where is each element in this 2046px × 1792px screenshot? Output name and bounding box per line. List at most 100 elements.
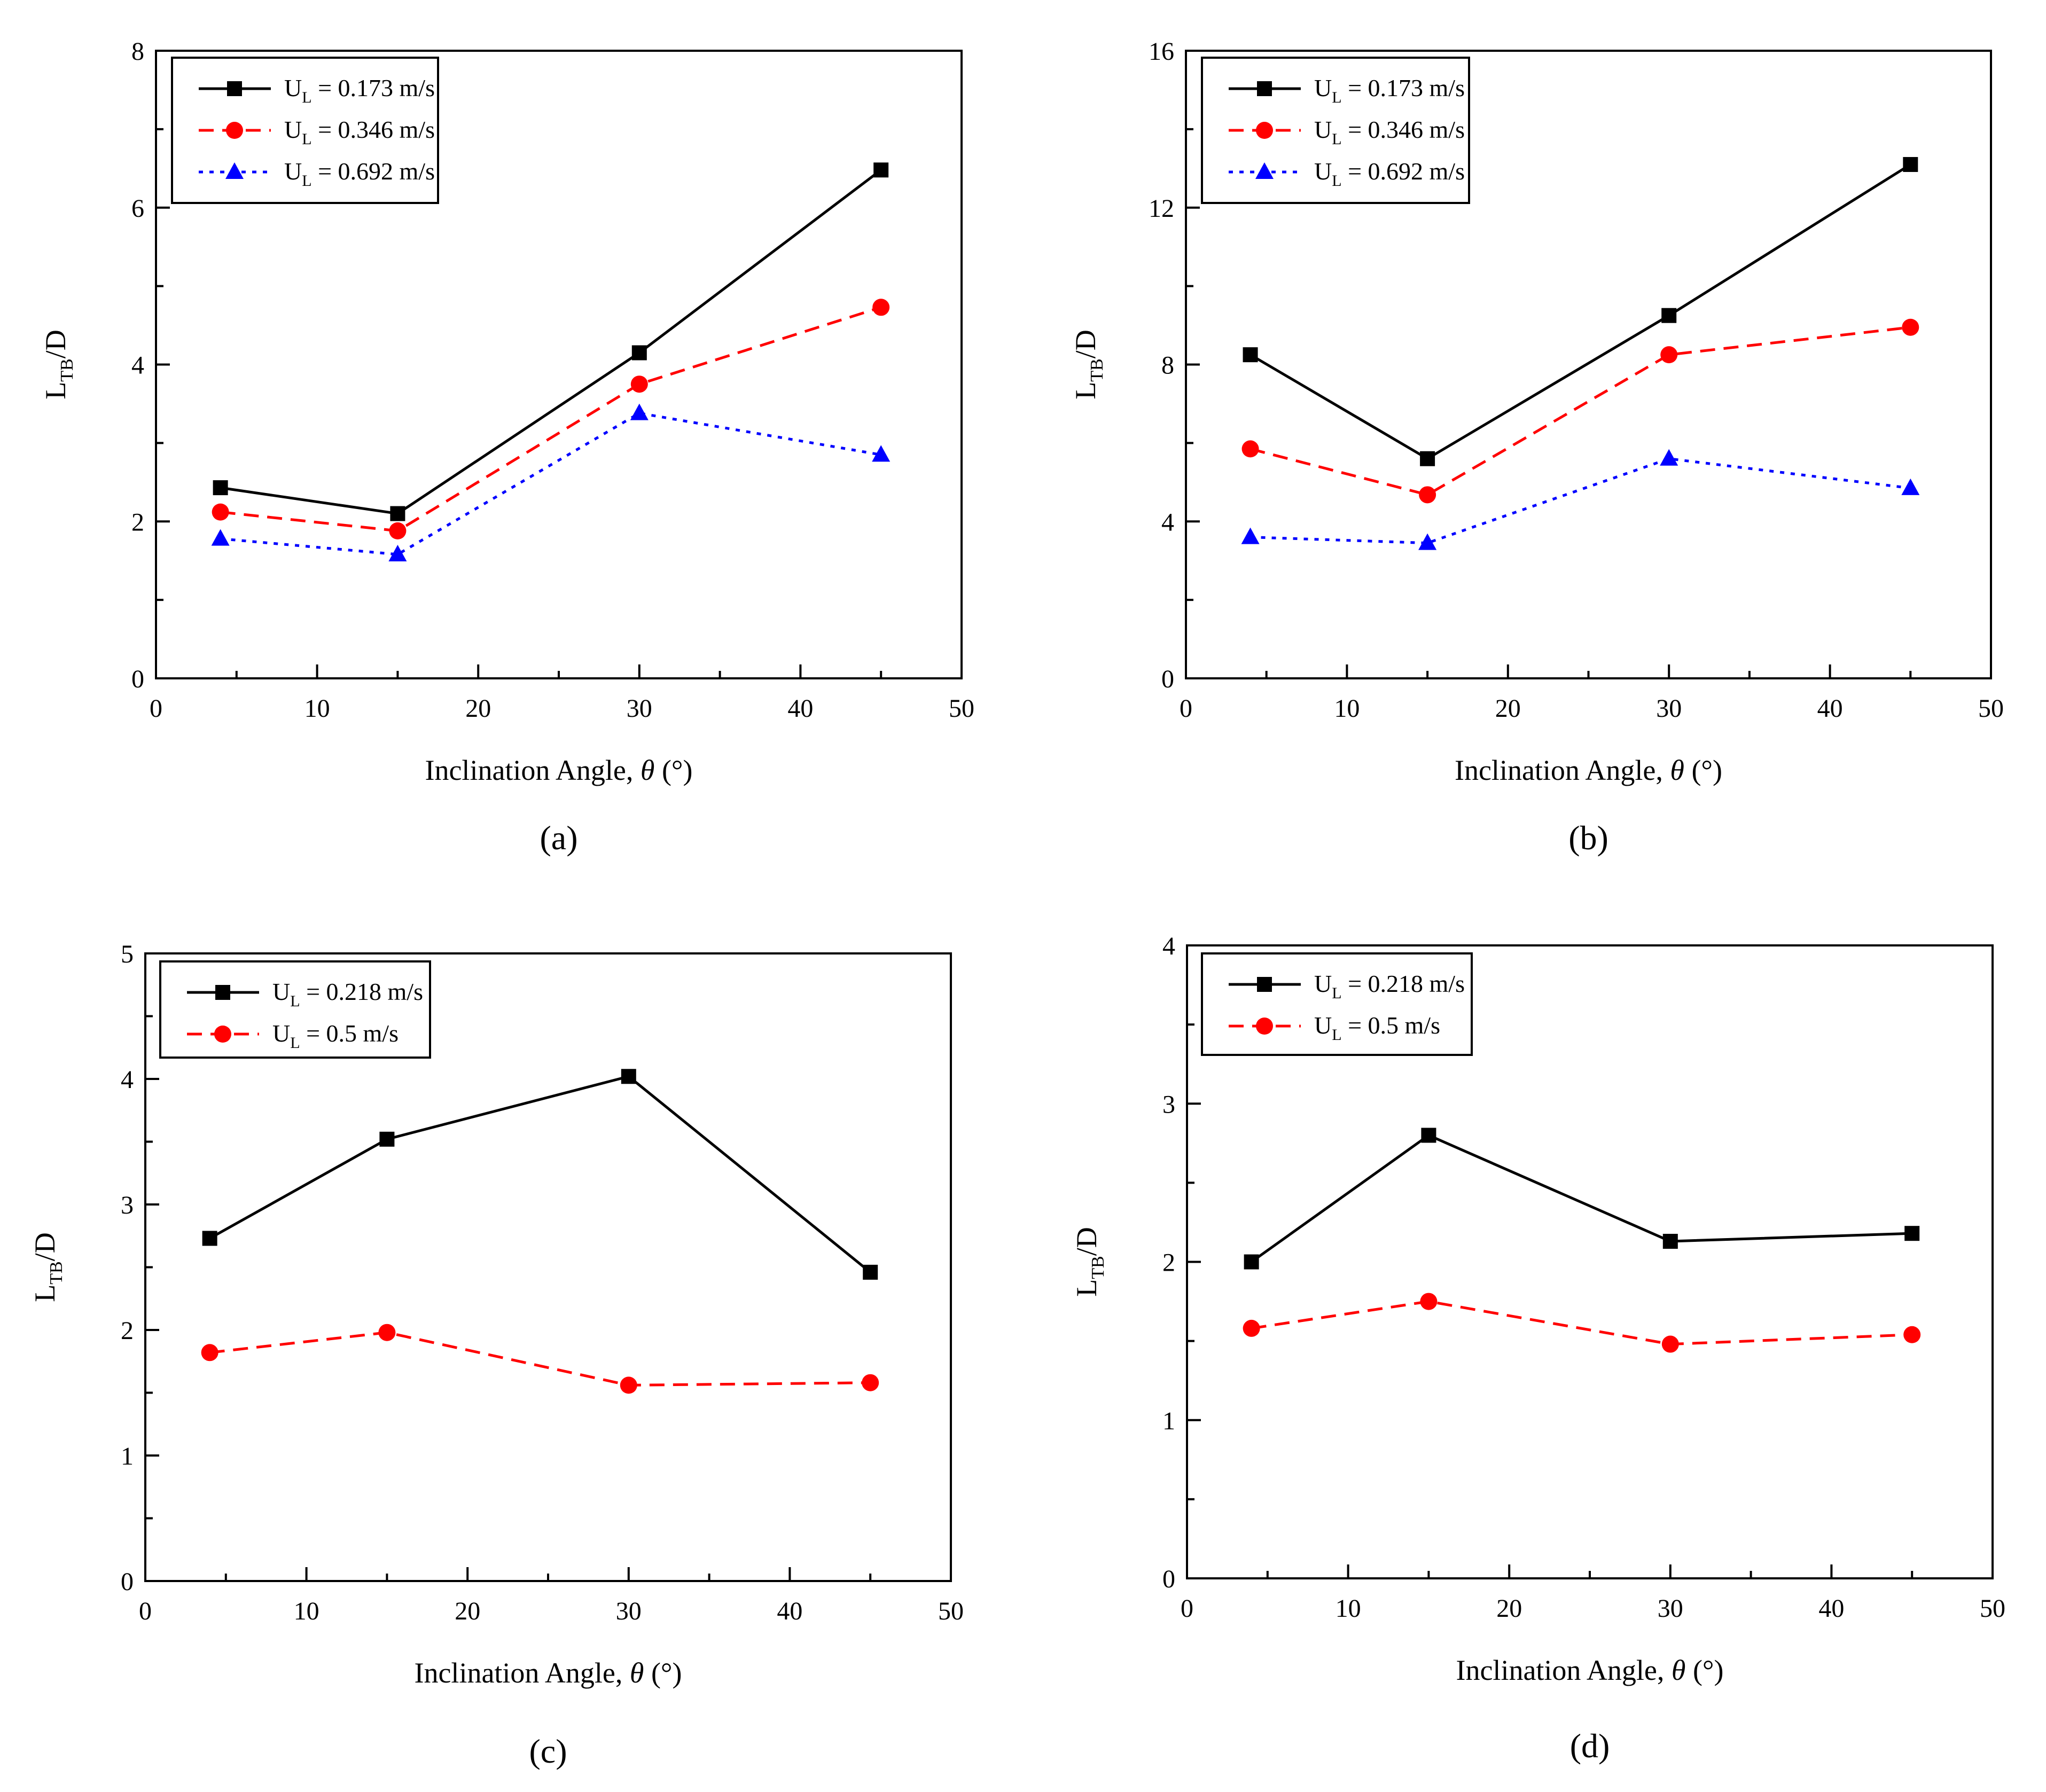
data-point bbox=[202, 1231, 217, 1246]
series-line bbox=[209, 1331, 871, 1387]
x-tick-label: 0 bbox=[139, 1597, 152, 1625]
data-point bbox=[1420, 451, 1435, 466]
x-tick-label: 50 bbox=[949, 694, 974, 723]
x-tick-label: 30 bbox=[616, 1597, 642, 1625]
y-tick-label: 12 bbox=[1149, 194, 1174, 223]
chart-panel-d: 0 10 20 30 40 50 0 1 2 3 4 Inclination Angle, θ (°)… bbox=[1071, 932, 2005, 1765]
data-point bbox=[379, 1131, 395, 1147]
legend-label: UL = 0.173 m/s bbox=[284, 74, 435, 106]
legend-marker bbox=[1255, 162, 1274, 179]
x-tick-label: 40 bbox=[1818, 1594, 1844, 1623]
y-tick-label: 1 bbox=[1162, 1407, 1175, 1435]
data-point bbox=[1661, 308, 1677, 323]
x-tick-label: 40 bbox=[1817, 694, 1843, 723]
data-point bbox=[1419, 486, 1436, 504]
y-tick-label: 0 bbox=[121, 1568, 134, 1596]
y-axis-title: LTB/D bbox=[29, 1232, 66, 1302]
series-line bbox=[220, 169, 882, 515]
data-point bbox=[863, 1264, 878, 1280]
chart-panel-c: 0 10 20 30 40 50 0 1 2 3 4 5 Inclination Angle, θ (°… bbox=[29, 940, 964, 1770]
chart-panel-a: 0 10 20 30 40 50 0 2 4 6 8 Inclination Angle, θ (°)… bbox=[40, 37, 974, 857]
x-tick-label: 50 bbox=[1980, 1594, 2005, 1623]
y-axis-title: LTB/D bbox=[1069, 330, 1107, 399]
panel-label: (b) bbox=[1568, 819, 1608, 857]
x-tick-label: 20 bbox=[465, 694, 491, 723]
data-point bbox=[1418, 533, 1437, 550]
legend-marker bbox=[226, 122, 243, 139]
y-axis-title: LTB/D bbox=[40, 330, 77, 399]
data-point bbox=[1420, 1293, 1438, 1310]
legend-label: UL = 0.5 m/s bbox=[272, 1020, 399, 1052]
legend-box bbox=[171, 57, 439, 204]
series-line bbox=[209, 1075, 871, 1273]
legend-box bbox=[159, 960, 431, 1059]
data-point bbox=[211, 529, 230, 546]
panel-label: (c) bbox=[529, 1732, 567, 1770]
x-tick-label: 10 bbox=[1336, 1594, 1361, 1623]
x-tick-label: 40 bbox=[777, 1597, 802, 1625]
x-tick-label: 20 bbox=[455, 1597, 480, 1625]
data-point bbox=[213, 480, 228, 496]
y-tick-label: 2 bbox=[121, 1317, 134, 1345]
data-point bbox=[1660, 346, 1678, 364]
data-point bbox=[378, 1324, 396, 1341]
series-line bbox=[1250, 457, 1911, 545]
legend-label: UL = 0.692 m/s bbox=[284, 158, 435, 190]
data-point bbox=[1243, 347, 1258, 363]
legend-box bbox=[1201, 57, 1470, 204]
y-tick-label: 0 bbox=[131, 665, 144, 693]
y-tick-label: 3 bbox=[1162, 1090, 1175, 1118]
x-axis-title: Inclination Angle, θ (°) bbox=[1455, 754, 1722, 786]
data-point bbox=[1241, 440, 1259, 458]
series-line bbox=[1251, 1300, 1912, 1346]
data-point bbox=[390, 506, 405, 521]
data-point bbox=[1904, 1226, 1920, 1241]
y-tick-label: 4 bbox=[1161, 508, 1174, 536]
y-tick-label: 2 bbox=[1162, 1249, 1175, 1277]
data-point bbox=[1662, 1233, 1678, 1249]
x-tick-label: 20 bbox=[1496, 1594, 1522, 1623]
data-point bbox=[1901, 478, 1920, 495]
y-tick-label: 4 bbox=[121, 1066, 134, 1094]
x-tick-label: 30 bbox=[1656, 694, 1682, 723]
x-tick-label: 20 bbox=[1495, 694, 1521, 723]
data-point bbox=[1903, 1326, 1921, 1343]
series-line bbox=[220, 306, 881, 533]
y-tick-label: 3 bbox=[121, 1191, 134, 1219]
x-tick-label: 50 bbox=[938, 1597, 964, 1625]
data-point bbox=[872, 445, 891, 462]
panel-label: (a) bbox=[540, 819, 577, 857]
data-point bbox=[872, 299, 890, 316]
legend-marker bbox=[1257, 977, 1272, 992]
data-point bbox=[620, 1376, 637, 1394]
legend-marker bbox=[1256, 122, 1273, 139]
data-point bbox=[212, 503, 229, 521]
x-tick-label: 10 bbox=[294, 1597, 319, 1625]
y-tick-label: 0 bbox=[1162, 1565, 1175, 1593]
series-line bbox=[1251, 1133, 1912, 1263]
x-tick-label: 0 bbox=[1181, 1594, 1193, 1623]
y-tick-label: 4 bbox=[131, 351, 144, 380]
y-tick-label: 5 bbox=[121, 940, 134, 968]
series-line bbox=[1250, 326, 1911, 496]
data-point bbox=[1241, 527, 1260, 544]
data-point bbox=[621, 1069, 636, 1084]
x-tick-label: 40 bbox=[787, 694, 813, 723]
data-point bbox=[389, 522, 407, 539]
legend-box bbox=[1201, 952, 1473, 1056]
data-point bbox=[1661, 1335, 1679, 1353]
legend-marker bbox=[214, 1026, 231, 1043]
legend-label: UL = 0.346 m/s bbox=[1314, 116, 1465, 148]
legend-marker bbox=[215, 985, 230, 1000]
panel-label: (d) bbox=[1570, 1727, 1610, 1765]
y-tick-label: 16 bbox=[1149, 37, 1174, 66]
legend-label: UL = 0.218 m/s bbox=[1314, 970, 1465, 1002]
series-line bbox=[1250, 163, 1911, 460]
x-axis-title: Inclination Angle, θ (°) bbox=[414, 1657, 682, 1689]
y-tick-label: 0 bbox=[1161, 665, 1174, 693]
data-point bbox=[631, 345, 647, 361]
data-point bbox=[1902, 318, 1919, 336]
y-tick-label: 1 bbox=[121, 1442, 134, 1470]
legend-label: UL = 0.346 m/s bbox=[284, 116, 435, 148]
